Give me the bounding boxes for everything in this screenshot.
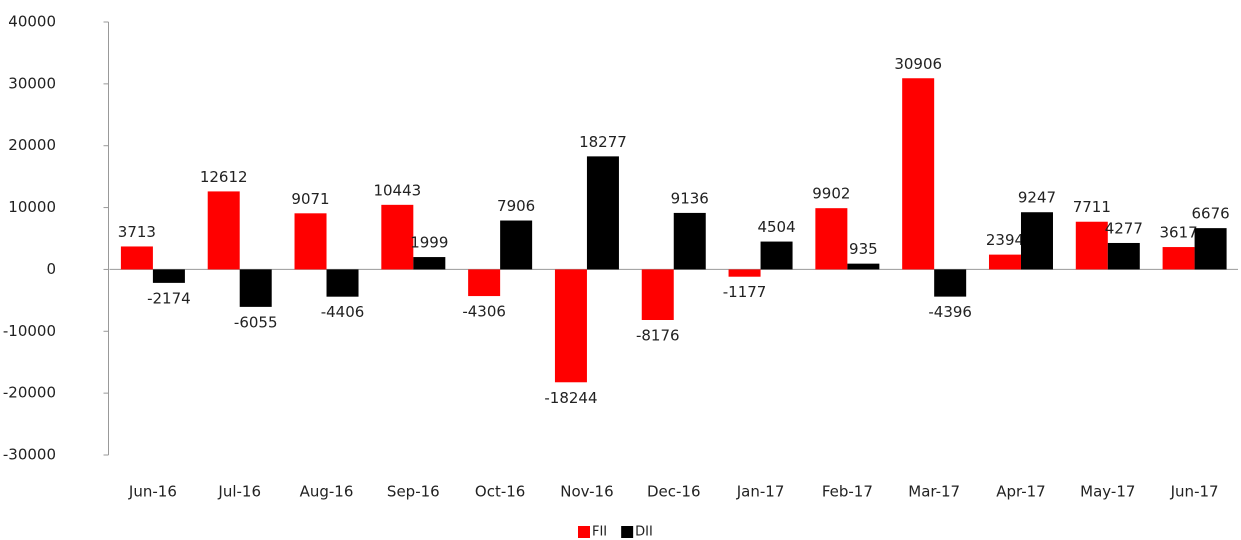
data-label: 7711 <box>1073 198 1111 216</box>
data-label: 3713 <box>118 223 156 241</box>
data-label: 9247 <box>1018 189 1056 207</box>
x-tick-label: Feb-17 <box>822 483 873 501</box>
data-label: 2394 <box>986 231 1024 249</box>
data-label: -8176 <box>636 327 680 345</box>
y-tick-label: 0 <box>46 260 56 278</box>
x-tick-label: Mar-17 <box>908 483 960 501</box>
y-tick-label: -10000 <box>3 322 56 340</box>
legend-label: FII <box>592 525 607 540</box>
legend-swatch <box>578 526 590 538</box>
y-tick-label: 10000 <box>8 198 56 216</box>
bar <box>902 78 935 270</box>
bar <box>294 213 327 270</box>
bar <box>1075 221 1108 270</box>
y-tick-label: 30000 <box>8 74 56 92</box>
data-label: 1999 <box>410 234 448 252</box>
data-label: 12612 <box>200 168 248 186</box>
data-label: -4396 <box>928 303 972 321</box>
x-tick-label: Jul-16 <box>217 483 261 501</box>
bar <box>152 269 185 283</box>
data-label: 4277 <box>1105 219 1143 237</box>
legend-swatch <box>621 526 634 538</box>
bar <box>988 254 1021 270</box>
x-tick-label: Nov-16 <box>560 483 613 501</box>
x-tick-label: Dec-16 <box>647 483 701 501</box>
bar <box>641 269 674 321</box>
bar <box>207 191 240 270</box>
data-label: -4306 <box>462 303 506 321</box>
data-label: 30906 <box>894 55 942 73</box>
bar <box>1162 247 1195 270</box>
x-tick-label: Jun-16 <box>128 483 177 501</box>
data-label: -6055 <box>234 313 278 331</box>
legend-label: DII <box>635 525 653 540</box>
bar <box>760 241 793 270</box>
x-tick-label: Oct-16 <box>475 483 525 501</box>
data-label: 7906 <box>497 197 535 215</box>
bar <box>1107 242 1140 270</box>
x-tick-label: May-17 <box>1080 483 1135 501</box>
data-label: 4504 <box>757 218 795 236</box>
bar <box>1194 228 1227 270</box>
data-label: 9071 <box>291 190 329 208</box>
x-tick-label: Jan-17 <box>736 483 785 501</box>
data-label: -1177 <box>723 283 767 301</box>
bar <box>381 204 414 270</box>
bar <box>239 269 272 307</box>
x-tick-label: Sep-16 <box>387 483 440 501</box>
y-tick-label: 20000 <box>8 136 56 154</box>
bar <box>468 269 501 297</box>
x-tick-label: Apr-17 <box>996 483 1046 501</box>
data-label: 10443 <box>373 181 421 199</box>
bar <box>554 269 587 383</box>
y-tick-label: 40000 <box>8 13 56 31</box>
data-label: -2174 <box>147 289 191 307</box>
data-label: -4406 <box>321 303 365 321</box>
y-tick-label: -30000 <box>3 446 56 464</box>
bar <box>1020 212 1053 270</box>
bar <box>815 208 848 270</box>
data-label: 18277 <box>579 133 627 151</box>
bar <box>413 257 446 270</box>
x-tick-label: Jun-17 <box>1170 483 1219 501</box>
data-label: 9136 <box>671 189 709 207</box>
bar <box>120 246 153 270</box>
bar <box>728 269 761 277</box>
bar <box>934 269 967 297</box>
y-tick-label: -20000 <box>3 384 56 402</box>
data-label: 935 <box>849 240 878 258</box>
data-label: 6676 <box>1192 205 1230 223</box>
bar <box>326 269 359 297</box>
data-label: 3617 <box>1160 224 1198 242</box>
data-label: 9902 <box>812 185 850 203</box>
bar <box>586 156 619 270</box>
bar <box>500 220 533 270</box>
bar <box>673 212 706 270</box>
data-label: -18244 <box>544 389 597 407</box>
x-tick-label: Aug-16 <box>300 483 354 501</box>
bar <box>847 263 880 270</box>
